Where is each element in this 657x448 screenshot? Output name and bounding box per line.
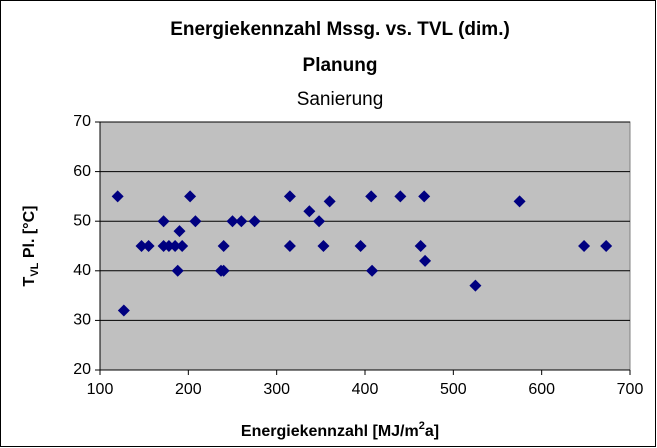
y-tick-label: 60	[73, 163, 91, 180]
point	[111, 190, 124, 203]
x-tick-label: 200	[175, 381, 202, 398]
point	[414, 240, 427, 252]
point	[226, 215, 239, 228]
x-tick-label: 400	[352, 381, 379, 398]
point	[184, 190, 197, 203]
point	[313, 215, 326, 228]
point	[176, 240, 189, 252]
point	[142, 240, 155, 252]
point	[323, 195, 336, 208]
point	[419, 254, 432, 267]
x-axis-label: Energiekennzahl [MJ/m2a]	[241, 420, 439, 440]
point	[513, 195, 526, 208]
point	[366, 264, 379, 277]
x-tick-label: 600	[528, 381, 555, 398]
x-tick-label: 100	[87, 381, 114, 398]
point	[162, 240, 175, 252]
point	[469, 279, 482, 292]
x-tick-label: 700	[617, 381, 644, 398]
point	[578, 240, 591, 252]
point	[157, 215, 170, 228]
y-tick-label: 30	[73, 312, 91, 329]
point	[394, 190, 407, 203]
point	[365, 190, 378, 203]
point	[418, 190, 431, 203]
point	[283, 190, 296, 203]
point	[283, 240, 296, 252]
point	[117, 304, 130, 317]
point	[135, 240, 148, 252]
point	[600, 240, 613, 252]
y-axis-label: TVL Pl. [°C]	[21, 206, 41, 287]
chart-subtitle: Sanierung	[297, 89, 384, 110]
y-tick-label: 20	[73, 361, 91, 378]
point	[173, 225, 186, 238]
chart-title: Energiekennzahl Mssg. vs. TVL (dim.)	[170, 19, 510, 40]
y-tick-label: 50	[73, 212, 91, 229]
point	[217, 264, 230, 277]
point	[303, 205, 316, 218]
point	[248, 215, 261, 228]
x-tick-label: 300	[263, 381, 290, 398]
y-tick-label: 70	[73, 113, 91, 130]
point	[217, 240, 230, 252]
point	[171, 264, 184, 277]
y-tick-label: 40	[73, 262, 91, 279]
point	[189, 215, 202, 228]
point	[169, 240, 182, 252]
chart-title: Planung	[303, 55, 378, 76]
point	[317, 240, 330, 252]
point	[354, 240, 367, 252]
x-tick-label: 500	[440, 381, 467, 398]
point	[235, 215, 248, 228]
